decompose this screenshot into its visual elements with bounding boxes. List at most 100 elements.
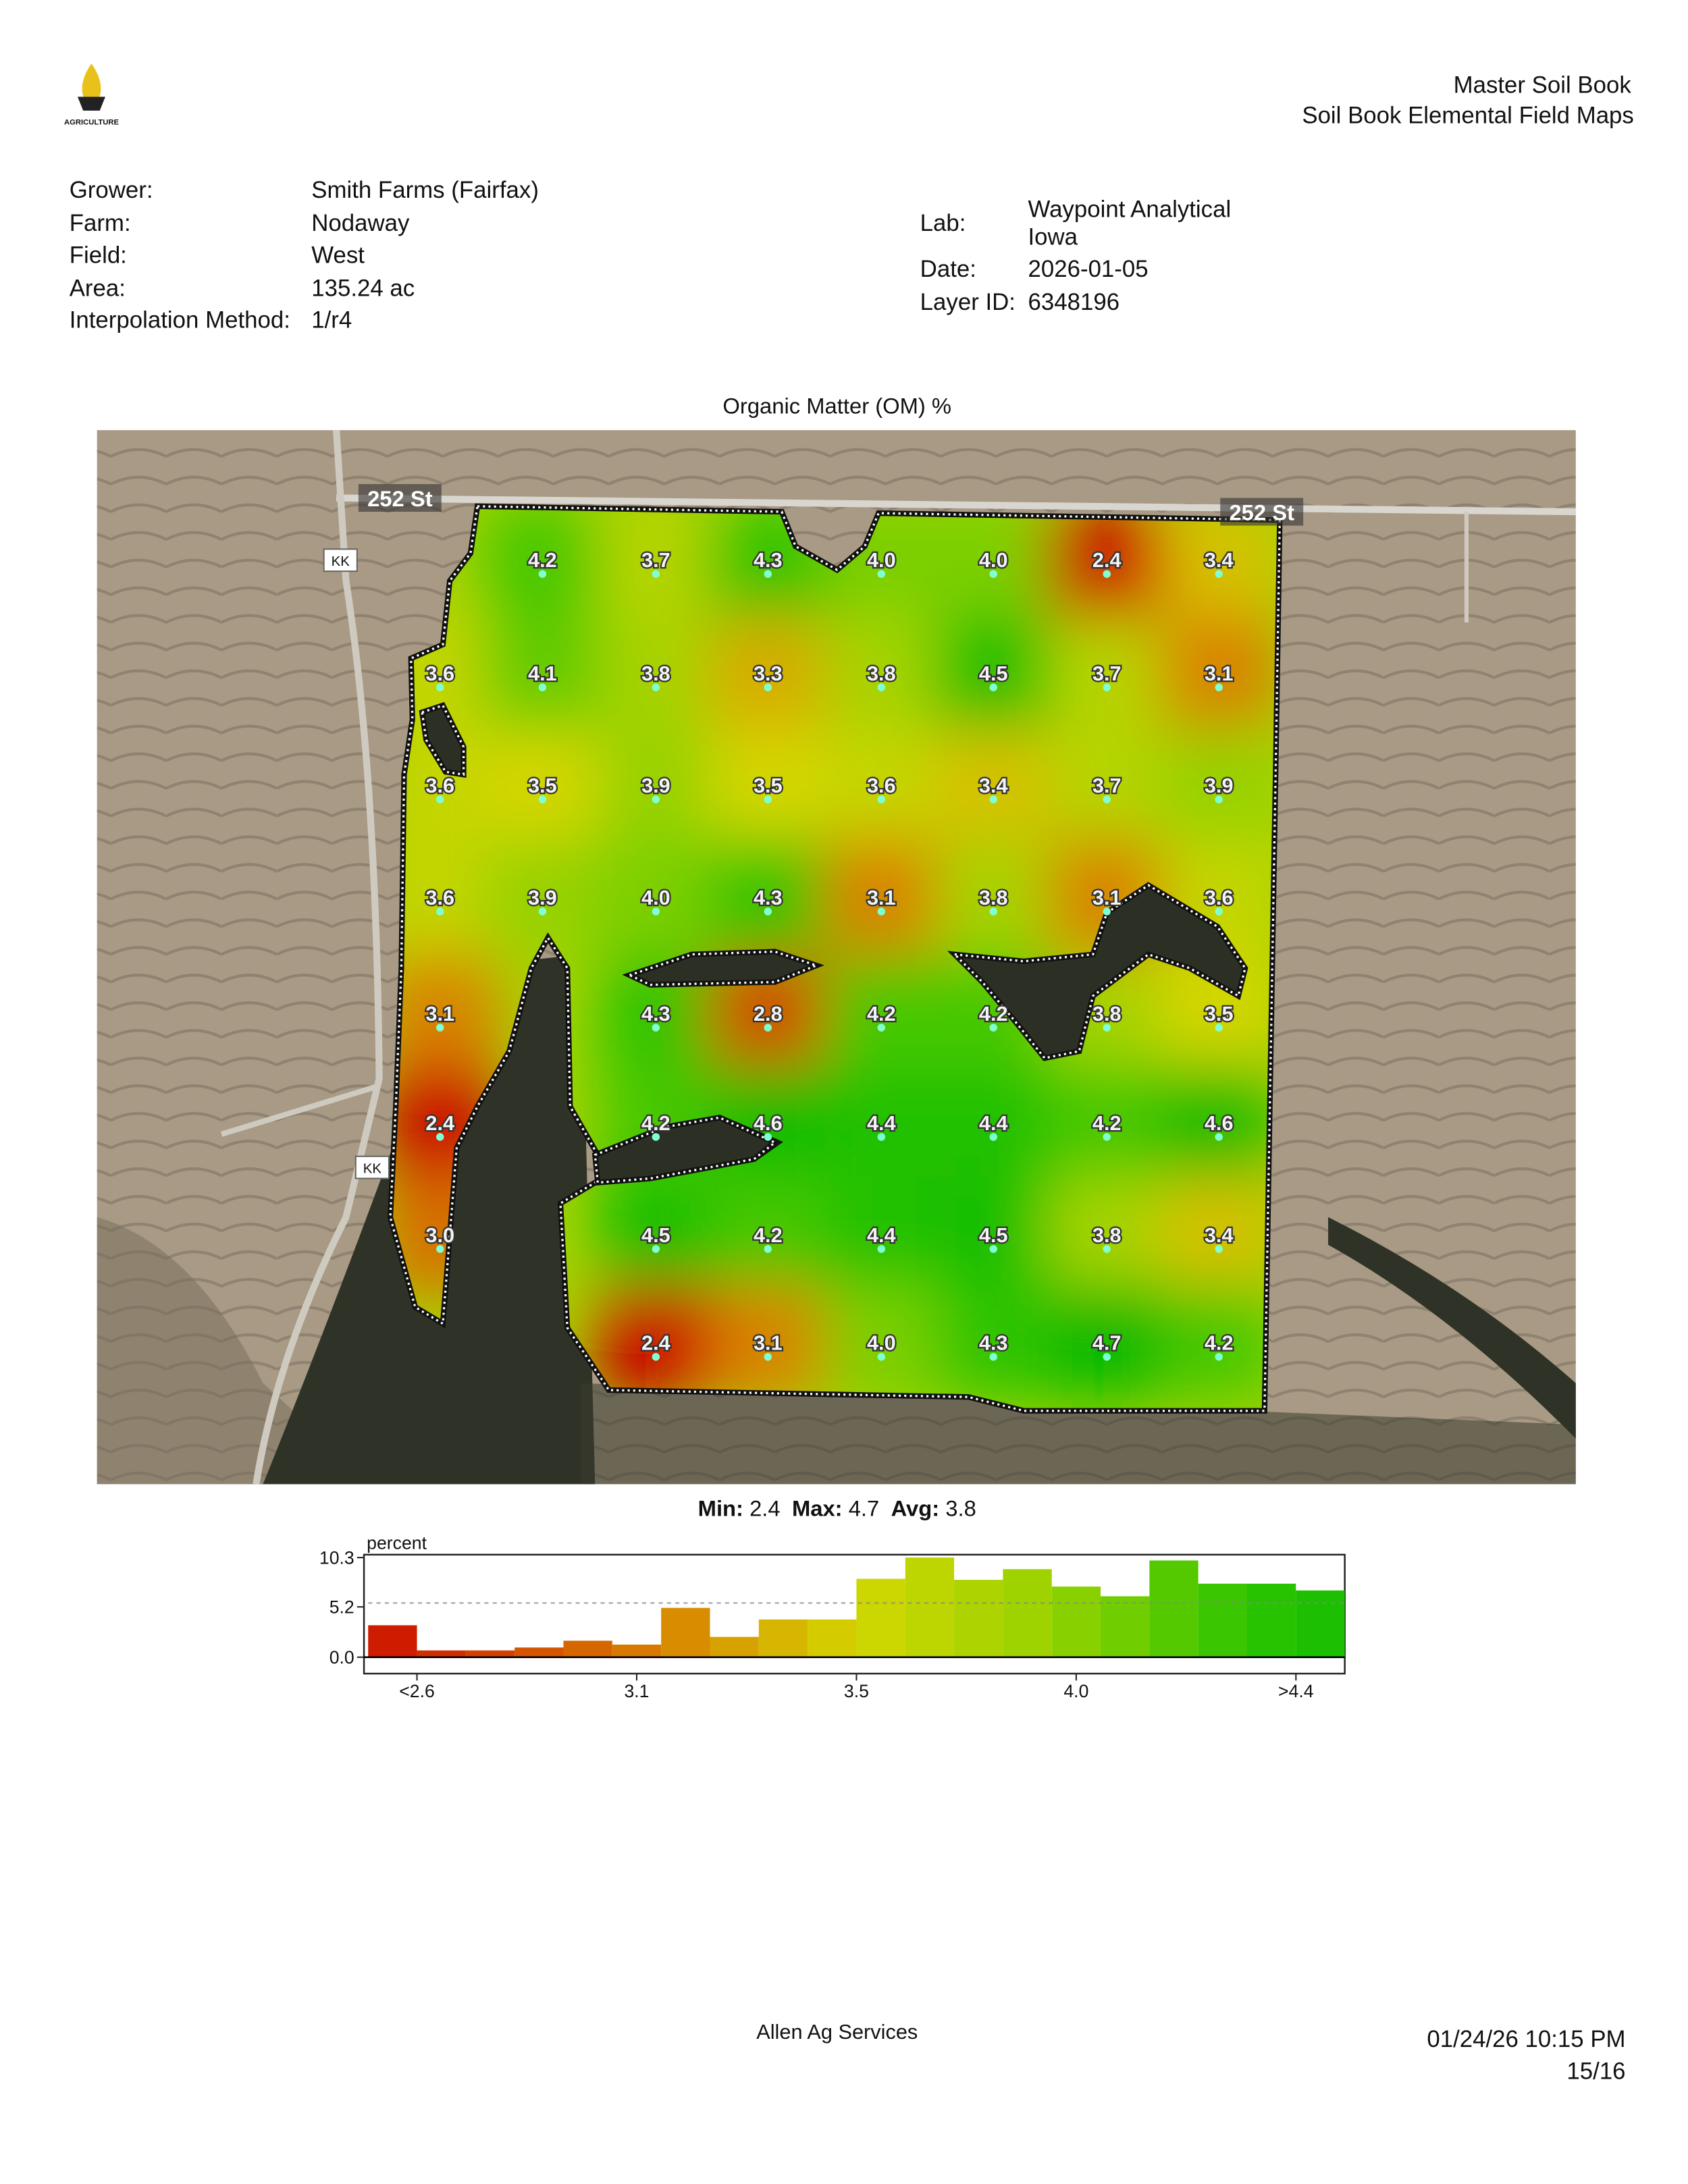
stat-label: Avg: <box>891 1495 940 1520</box>
tree-area-outline <box>594 1116 777 1184</box>
sample-point <box>877 1353 886 1361</box>
heat-cell <box>598 615 714 732</box>
heat-cell <box>1161 1177 1277 1294</box>
sample-label: 4.2 <box>754 1223 783 1247</box>
stat-value: 3.8 <box>945 1495 976 1520</box>
sample-label: 3.6 <box>867 774 896 797</box>
sample-label: 3.6 <box>425 662 454 685</box>
heat-cell <box>598 839 714 956</box>
sample-label: 3.7 <box>1092 662 1122 685</box>
sample-point <box>1103 570 1111 578</box>
bar <box>417 1650 466 1657</box>
info-label: Lab: <box>920 209 966 236</box>
bar <box>1247 1583 1296 1657</box>
heat-cell <box>710 1285 826 1402</box>
sample-label: 4.2 <box>528 548 557 572</box>
heat-cell <box>935 506 1052 618</box>
sample-point <box>436 683 444 691</box>
sample-label: 4.1 <box>528 662 557 685</box>
heat-cell <box>1049 1065 1165 1181</box>
info-row: Interpolation Method: 1/r4 <box>70 304 671 337</box>
sample-label: 4.0 <box>867 1331 896 1355</box>
sample-point <box>877 907 886 915</box>
info-value: Smith Farms (Fairfax) <box>311 177 539 204</box>
info-right: Lab: Waypoint Analytical Iowa Date: 2026-01… <box>920 196 1232 315</box>
sample-point <box>989 1023 998 1032</box>
bar <box>905 1557 955 1657</box>
header-title: Master Soil Book <box>1454 72 1632 98</box>
sample-point <box>764 1245 772 1253</box>
info-row: Area: 135.24 ac <box>70 272 671 304</box>
heat-cell <box>1049 506 1165 618</box>
sample-point <box>877 683 886 691</box>
bar <box>856 1578 905 1657</box>
sample-point <box>1215 1133 1223 1141</box>
tree-area-outline <box>627 950 820 986</box>
sample-point <box>877 1245 886 1253</box>
sample-label: 4.2 <box>867 1002 896 1026</box>
sample-label: 4.0 <box>979 548 1008 572</box>
info-table: Grower: Smith Farms (Fairfax) Farm: Nodaway… <box>70 174 671 337</box>
sample-point <box>1103 907 1111 915</box>
heat-cell <box>598 1285 714 1402</box>
sample-point <box>652 795 660 803</box>
heat-cell <box>1049 727 1165 844</box>
sample-label: 4.2 <box>979 1002 1008 1026</box>
sample-label: 4.4 <box>979 1111 1008 1135</box>
sample-label: 3.8 <box>1092 1002 1122 1026</box>
bar <box>465 1650 515 1657</box>
sample-point <box>538 683 547 691</box>
heat-cell <box>823 839 940 956</box>
sample-label: 4.7 <box>1092 1331 1122 1355</box>
logo-text: AGRICULTURE <box>64 118 120 126</box>
sample-point <box>652 1353 660 1361</box>
stats: Min: 2.4 Max: 4.7 Avg: 3.8 <box>698 1495 976 1520</box>
info-value: Nodaway <box>311 209 410 236</box>
y-tick-label: 10.3 <box>319 1547 354 1568</box>
stat-label: Min: <box>698 1495 743 1520</box>
info-value: West <box>311 242 365 269</box>
sample-point <box>989 1353 998 1361</box>
sample-label: 3.5 <box>754 774 783 797</box>
info-label: Field: <box>69 242 127 269</box>
heat-cell <box>710 727 826 844</box>
sample-label: 3.1 <box>1092 886 1122 909</box>
stat-value: 2.4 <box>749 1495 781 1520</box>
sample-label: 3.1 <box>754 1331 783 1355</box>
bar <box>515 1647 564 1657</box>
info-row: Farm: Nodaway <box>70 207 671 239</box>
stat-value: 4.7 <box>849 1495 880 1520</box>
heat-cell <box>1049 615 1165 732</box>
sample-label: 4.6 <box>754 1111 783 1135</box>
heat-cell <box>935 615 1052 732</box>
sample-point <box>436 1023 444 1032</box>
sample-point <box>538 570 547 578</box>
info-label: Area: <box>69 274 126 301</box>
tree-area-outline <box>421 703 465 776</box>
sample-point <box>652 1133 660 1141</box>
heat-cell <box>1049 1177 1165 1294</box>
sample-point <box>1103 1133 1111 1141</box>
sample-point <box>764 795 772 803</box>
bar <box>808 1619 857 1657</box>
sample-point <box>1215 570 1223 578</box>
sample-label: 4.0 <box>641 886 670 909</box>
map: 4.2 3.7 4.3 4.0 4.0 2.4 3.4 3.6 4.1 3.8 3.3 3.8 4.5 3… <box>97 429 1576 1485</box>
sample-label: 3.6 <box>425 774 454 797</box>
bar <box>563 1641 612 1657</box>
sample-label: 4.3 <box>754 548 783 572</box>
heat-cell <box>1049 1285 1165 1402</box>
sample-label: 3.6 <box>425 886 454 909</box>
sample-point <box>1103 683 1111 691</box>
info-value: 1/r4 <box>311 307 352 334</box>
road-label-text: 252 St <box>367 486 433 511</box>
heat-cell <box>484 727 601 844</box>
sample-label: 3.4 <box>979 774 1008 797</box>
stat-label: Max: <box>792 1495 843 1520</box>
sample-point <box>764 683 772 691</box>
x-tick-label: 4.0 <box>1063 1681 1088 1701</box>
heat-cell <box>484 615 601 732</box>
sample-point <box>538 795 547 803</box>
sample-label: 4.2 <box>641 1111 670 1135</box>
